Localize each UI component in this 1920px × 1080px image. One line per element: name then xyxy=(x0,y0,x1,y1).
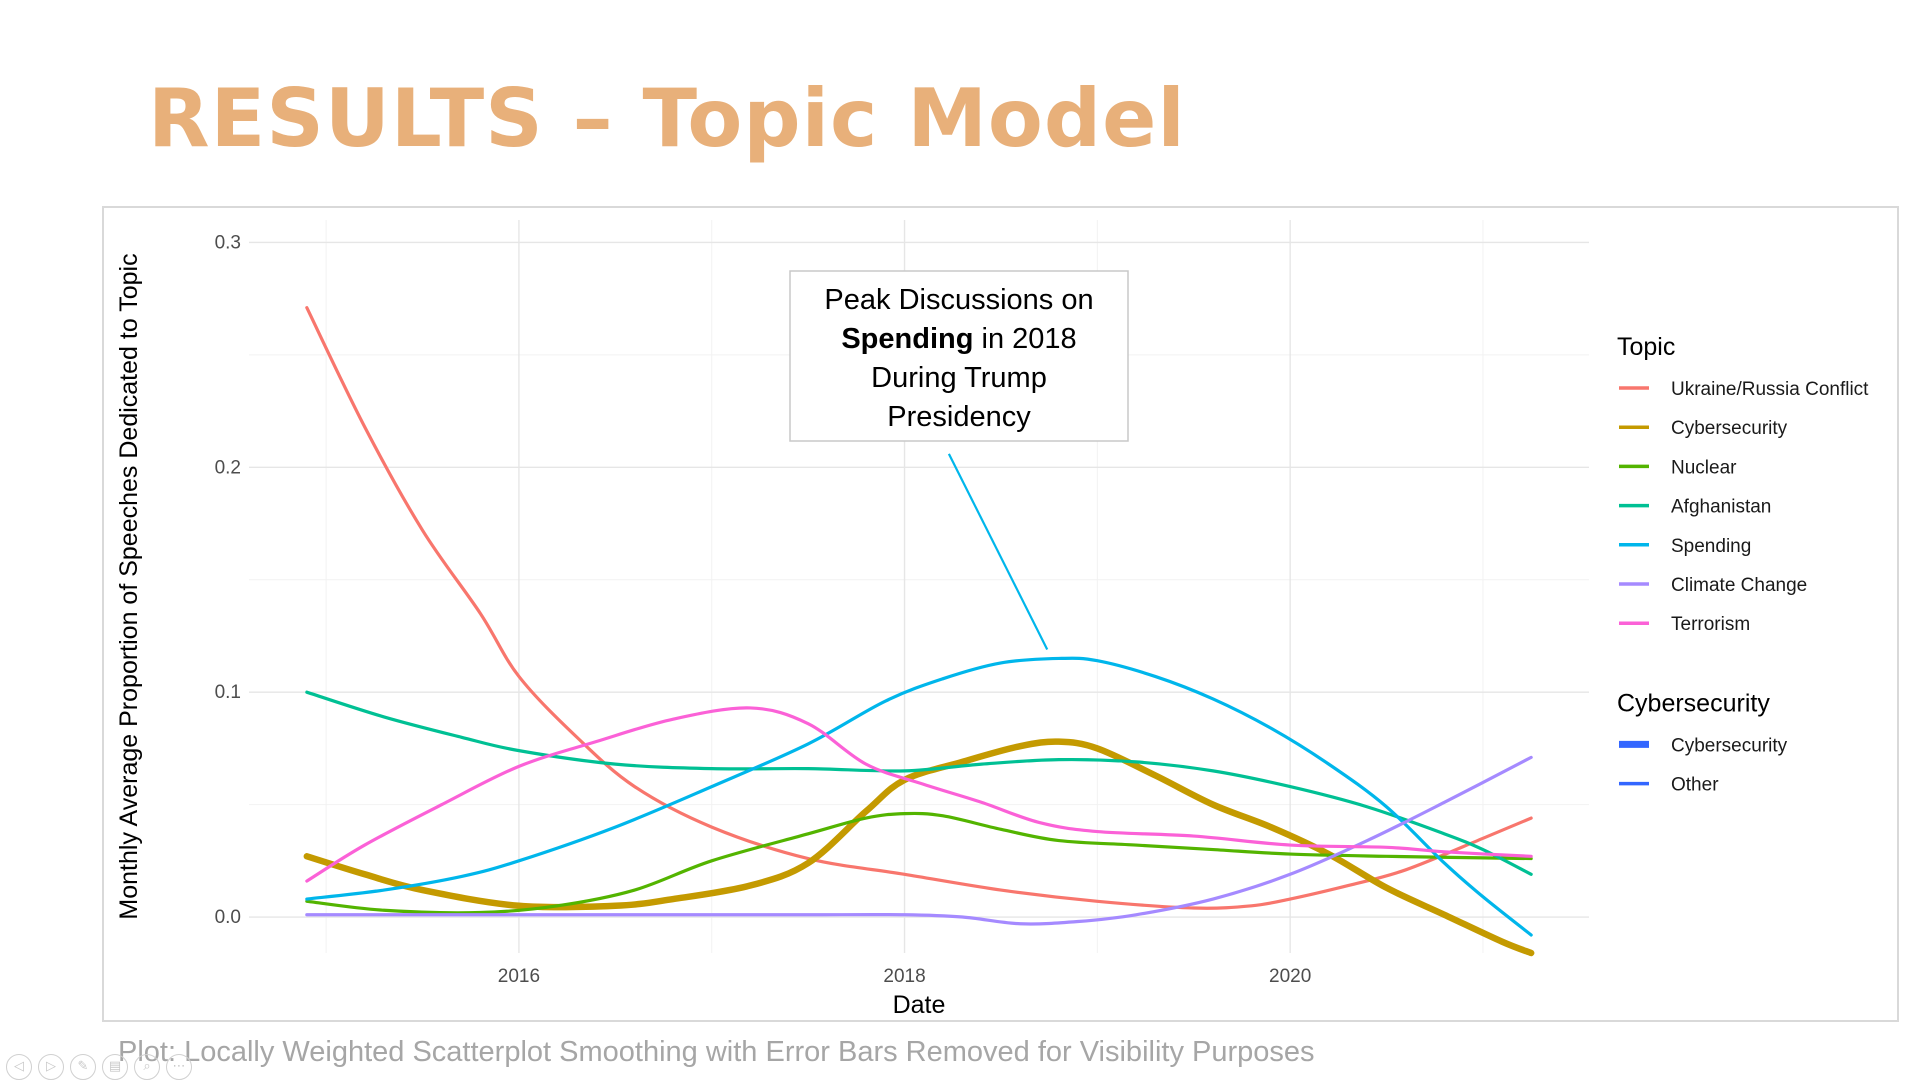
y-tick-label: 0.3 xyxy=(215,232,241,253)
series-line-ukraine-russia-conflict xyxy=(305,306,1533,910)
annotation-text: Peak Discussions on xyxy=(824,284,1093,316)
pen-icon[interactable]: ✎ xyxy=(70,1054,96,1080)
legend-label: Spending xyxy=(1671,536,1751,557)
x-tick-label: 2016 xyxy=(498,966,540,987)
annotation-arrow xyxy=(947,453,1049,650)
more-options-icon[interactable]: ⋯ xyxy=(166,1054,192,1080)
series-lines xyxy=(303,306,1535,957)
annotation-text: During Trump xyxy=(871,362,1047,394)
legend-label: Ukraine/Russia Conflict xyxy=(1671,379,1869,400)
annotation-box xyxy=(789,270,1129,442)
y-tick-label: 0.0 xyxy=(215,907,241,928)
y-tick-label: 0.1 xyxy=(215,682,241,703)
series-line-nuclear xyxy=(305,811,1533,915)
topic-model-chart: 2016 2018 2020 0.0 0.1 0.2 0.3 Date Monthly Aver… xyxy=(115,220,1869,1019)
previous-slide-icon[interactable]: ◁ xyxy=(6,1054,32,1080)
major-gridlines xyxy=(249,220,1589,953)
annotation-line: Spending in 2018 xyxy=(841,323,1076,355)
legend-cybersecurity: Cybersecurity Cybersecurity Other xyxy=(1617,689,1788,795)
legend-label: Terrorism xyxy=(1671,614,1750,635)
annotation-emphasis: Spending xyxy=(841,323,973,355)
y-axis-title: Monthly Average Proportion of Speeches D… xyxy=(115,253,143,919)
annotation-line: During Trump xyxy=(871,362,1047,394)
annotation-text: Presidency xyxy=(887,401,1031,433)
series-line-spending xyxy=(305,656,1533,937)
series-line-terrorism xyxy=(305,706,1533,883)
next-slide-icon[interactable]: ▷ xyxy=(38,1054,64,1080)
legend-topic: Topic Ukraine/Russia Conflict Cybersecurit… xyxy=(1617,333,1869,635)
slide-title: RESULTS – Topic Model xyxy=(148,72,1186,165)
presentation-nav: ◁ ▷ ✎ ▤ ⌕ ⋯ xyxy=(6,1054,192,1080)
x-tick-label: 2020 xyxy=(1269,966,1311,987)
slides-overview-icon[interactable]: ▤ xyxy=(102,1054,128,1080)
chart-frame: 2016 2018 2020 0.0 0.1 0.2 0.3 Date Monthly Aver… xyxy=(102,206,1899,1022)
series-line-afghanistan xyxy=(305,690,1533,876)
series-line-climate-change xyxy=(305,755,1533,926)
plot-caption: Plot: Locally Weighted Scatterplot Smoot… xyxy=(118,1036,1315,1068)
x-tick-label: 2018 xyxy=(883,966,925,987)
x-axis-title: Date xyxy=(893,991,946,1019)
legend-label: Cybersecurity xyxy=(1671,418,1788,439)
legend-label: Nuclear xyxy=(1671,457,1737,478)
annotation-line: Peak Discussions on xyxy=(824,284,1093,316)
legend-label: Afghanistan xyxy=(1671,497,1771,518)
y-tick-label: 0.2 xyxy=(215,457,241,478)
legend-label: Other xyxy=(1671,775,1719,796)
legend-title: Topic xyxy=(1617,333,1675,361)
zoom-icon[interactable]: ⌕ xyxy=(134,1054,160,1080)
legend-title: Cybersecurity xyxy=(1617,689,1770,717)
annotation-line: Presidency xyxy=(887,401,1031,433)
legend-label: Cybersecurity xyxy=(1671,735,1788,756)
annotation-text: in 2018 xyxy=(973,323,1076,355)
legend-label: Climate Change xyxy=(1671,575,1807,596)
